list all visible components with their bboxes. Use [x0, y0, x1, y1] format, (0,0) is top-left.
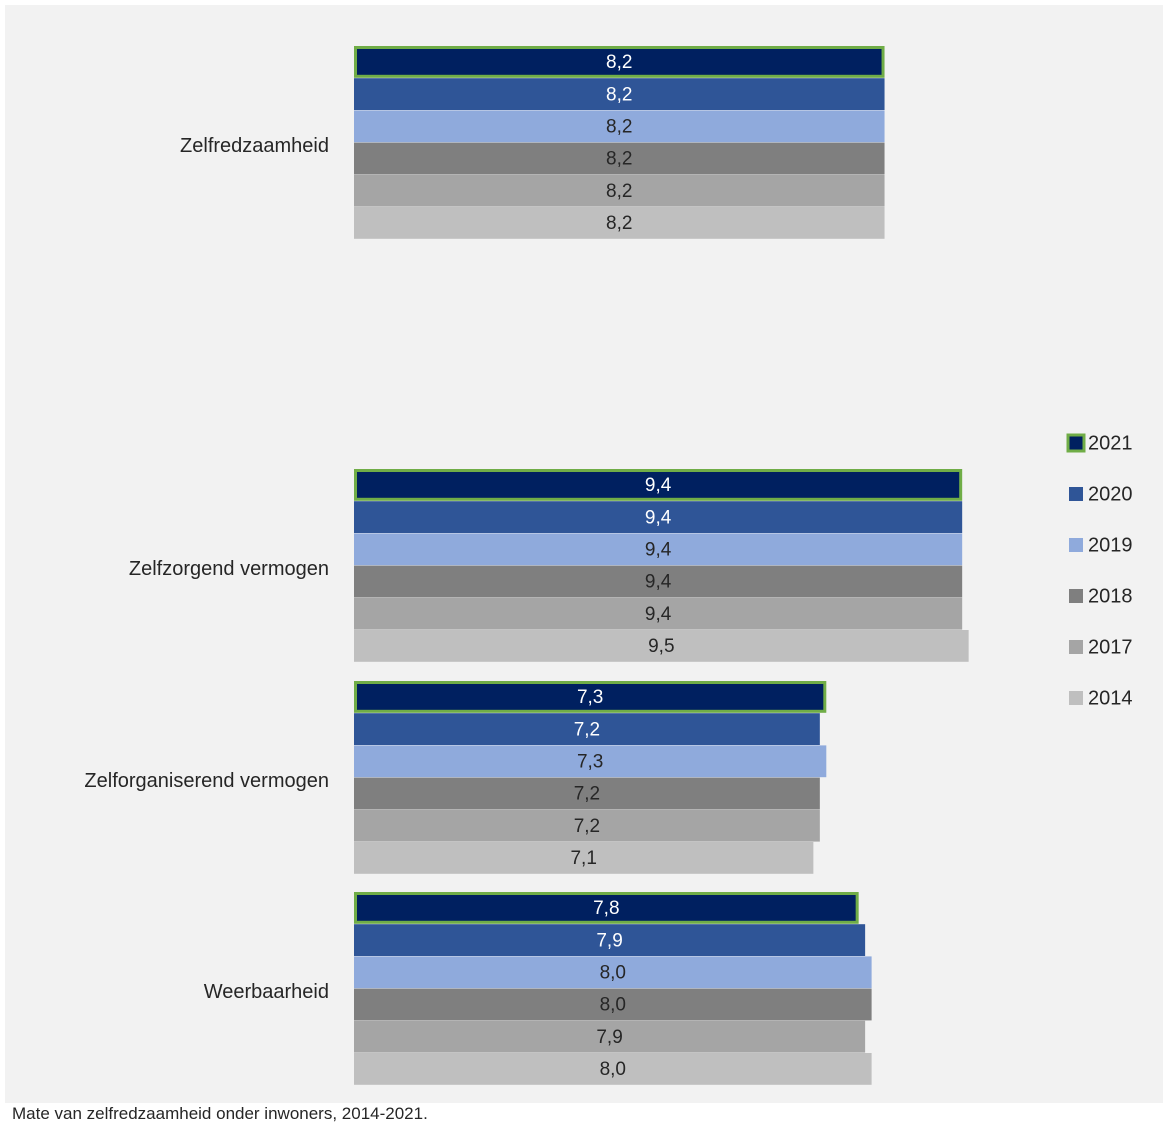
- legend-label: 2019: [1088, 534, 1133, 556]
- data-label: 9,5: [648, 636, 674, 657]
- data-label: 8,2: [606, 117, 632, 138]
- legend-label: 2018: [1088, 585, 1133, 607]
- bar-2021: [354, 46, 885, 78]
- data-label: 7,3: [577, 687, 603, 708]
- data-label: 8,0: [600, 1059, 626, 1080]
- legend-swatch: [1069, 640, 1083, 654]
- bar-2017: [354, 174, 885, 207]
- data-label: 8,2: [606, 84, 632, 105]
- data-label: 7,3: [577, 752, 603, 773]
- data-label: 8,0: [600, 995, 626, 1016]
- bar-2020: [354, 78, 885, 110]
- data-label: 7,2: [574, 719, 600, 740]
- legend-swatch: [1066, 433, 1086, 453]
- legend-swatch: [1069, 487, 1083, 501]
- category-label: Weerbaarheid: [204, 981, 329, 1003]
- legend-swatch: [1069, 589, 1083, 603]
- bar-2021: [354, 469, 963, 501]
- bar-2018: [354, 988, 872, 1021]
- category-label: Zelforganiserend vermogen: [84, 770, 329, 792]
- bar-2014: [354, 1053, 872, 1085]
- bar-2018: [354, 565, 963, 598]
- bar-2020: [354, 501, 963, 533]
- data-label: 7,1: [570, 848, 596, 869]
- legend-item-2021: 2021: [1066, 432, 1133, 454]
- data-label: 9,4: [645, 604, 672, 625]
- legend-item-2020: 2020: [1069, 483, 1133, 505]
- data-label: 8,2: [606, 149, 632, 170]
- data-label: 8,2: [606, 213, 632, 234]
- bar-2020: [354, 713, 820, 745]
- data-label: 9,4: [645, 507, 672, 528]
- data-label: 8,0: [600, 963, 626, 984]
- legend-swatch: [1069, 538, 1083, 552]
- legend-swatch: [1069, 691, 1083, 705]
- legend-item-2017: 2017: [1069, 636, 1133, 658]
- data-label: 8,2: [606, 52, 632, 73]
- data-label: 7,9: [596, 1027, 622, 1048]
- data-label: 9,4: [645, 475, 672, 496]
- data-label: 9,4: [645, 572, 672, 593]
- data-label: 7,9: [596, 930, 622, 951]
- bar-2021: [354, 681, 827, 713]
- bar-2018: [354, 142, 885, 175]
- legend-label: 2021: [1088, 432, 1133, 454]
- bar-2017: [354, 597, 963, 630]
- category-label: Zelfredzaamheid: [180, 135, 329, 157]
- chart-caption: Mate van zelfredzaamheid onder inwoners,…: [12, 1104, 428, 1123]
- bar-2014: [354, 630, 969, 662]
- data-label: 9,4: [645, 540, 672, 561]
- category-label: Zelfzorgend vermogen: [129, 558, 329, 580]
- bar-2019: [354, 533, 963, 566]
- bar-2017: [354, 1020, 866, 1053]
- bar-2014: [354, 207, 885, 239]
- bar-2017: [354, 809, 820, 842]
- bar-2021: [354, 892, 859, 924]
- legend-item-2014: 2014: [1069, 687, 1133, 709]
- bar-2019: [354, 956, 872, 989]
- legend-item-2019: 2019: [1069, 534, 1133, 556]
- bar-2020: [354, 924, 866, 956]
- bar-2019: [354, 745, 827, 778]
- data-label: 7,8: [593, 898, 619, 919]
- legend-label: 2017: [1088, 636, 1133, 658]
- bar-2014: [354, 842, 814, 874]
- data-label: 8,2: [606, 181, 632, 202]
- legend-label: 2020: [1088, 483, 1133, 505]
- data-label: 7,2: [574, 816, 600, 837]
- bar-2019: [354, 110, 885, 143]
- data-label: 7,2: [574, 784, 600, 805]
- legend-label: 2014: [1088, 687, 1133, 709]
- legend-item-2018: 2018: [1069, 585, 1133, 607]
- bar-2018: [354, 777, 820, 810]
